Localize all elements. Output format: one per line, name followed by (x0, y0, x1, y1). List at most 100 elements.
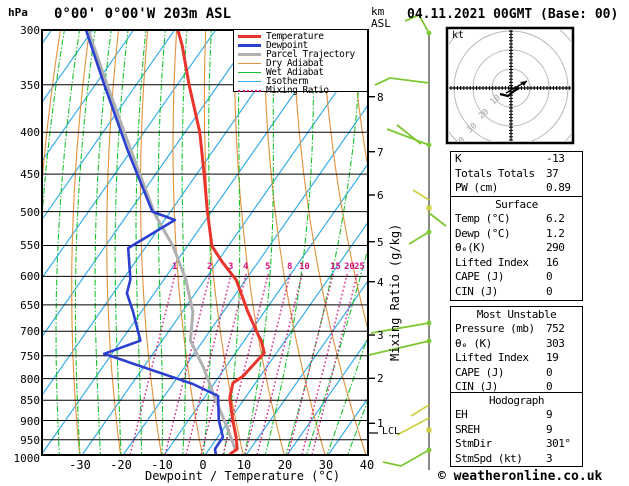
pressure-unit-label: hPa (8, 6, 28, 19)
km-tick-label: 6 (377, 189, 384, 202)
row-value: 290 (546, 241, 565, 255)
pressure-tick-label: 400 (20, 126, 40, 140)
legend-item-label: Isotherm (266, 76, 308, 87)
row-label: StmDir (455, 437, 492, 451)
copyright: © weatheronline.co.uk (438, 469, 603, 484)
mixing-ratio-swatch (238, 89, 261, 92)
row-value: 3 (546, 451, 553, 465)
temperature-swatch (238, 35, 261, 38)
table-title: Hodograph (488, 394, 545, 407)
row-value: 0 (546, 365, 553, 379)
surface-table: Surface Temp (°C) 6.2 Dewp (°C) 1.2 θₑ(K) 290 L… (450, 196, 583, 301)
mixing-ratio-value: 20 (344, 262, 355, 272)
legend-item: Mixing Ratio (234, 85, 367, 96)
x-axis-title: Dewpoint / Temperature (°C) (145, 469, 341, 483)
row-label: SREH (455, 422, 480, 436)
row-label: CIN (J) (455, 380, 498, 394)
pressure-tick-label: 650 (20, 298, 40, 312)
row-label: Lifted Index (455, 255, 529, 269)
row-label: θₑ(K) (455, 241, 486, 255)
temperature-tick-label: 20 (277, 458, 293, 472)
row-value: 9 (546, 422, 553, 436)
row-label: EH (455, 408, 468, 421)
table-row: Temp (°C) 6.2 (451, 212, 582, 227)
wet-adiabat-swatch (238, 72, 261, 73)
hodograph-table: Hodograph EH 9 SREH 9 StmDir 301° StmSpd (kt) 3 (450, 392, 583, 468)
row-value: 301° (546, 437, 571, 451)
legend-item-label: Parcel Trajectory (266, 49, 355, 60)
row-value: 0 (546, 380, 553, 394)
table-row: StmSpd (kt) 3 (451, 452, 582, 467)
row-value: 9 (546, 408, 553, 421)
pressure-tick-label: 1000 (13, 452, 41, 465)
legend-item: Temperature (234, 31, 367, 42)
pressure-tick-label: 600 (20, 270, 40, 284)
km-tick-label: 8 (377, 90, 384, 104)
table-row: Totals Totals 37 (451, 167, 582, 182)
table-row: Pressure (mb) 752 (451, 322, 582, 337)
row-value: 1.2 (546, 226, 565, 240)
run-date: 04.11.2021 00GMT (Base: 00) (407, 7, 619, 22)
legend-item: Dry Adiabat (234, 58, 367, 69)
mixing-ratio-axis-label: Mixing Ratio (g/kg) (388, 223, 402, 361)
temperature-tick-label: -10 (151, 458, 173, 472)
legend-item-label: Mixing Ratio (266, 85, 329, 96)
legend-item-label: Dry Adiabat (266, 58, 324, 69)
table-row: PW (cm) 0.89 (451, 181, 582, 196)
legend-item: Isotherm (234, 76, 367, 87)
station-title: 0°00' 0°00'W 203m ASL (54, 6, 232, 22)
legend-item-label: Dewpoint (266, 40, 308, 51)
svg-text:40: 40 (453, 135, 467, 149)
legend-item-label: Wet Adiabat (266, 67, 324, 78)
legend-item: Wet Adiabat (234, 67, 367, 78)
km-tick-label: 2 (377, 372, 384, 386)
row-value: -13 (546, 152, 565, 165)
row-value: 16 (546, 255, 559, 269)
mixing-ratio-value: 15 (330, 262, 341, 272)
temperature-tick-label: -30 (69, 458, 91, 472)
pressure-tick-label: 850 (20, 394, 40, 408)
mixing-ratio-value: 2 (207, 262, 213, 272)
mixing-ratio-value: 1 (172, 262, 178, 272)
row-label: StmSpd (kt) (455, 451, 523, 465)
indices-table: K -13 Totals Totals 37 PW (cm) 0.89 (450, 151, 583, 197)
row-label: K (455, 152, 462, 165)
mixing-ratio-value: 10 (299, 262, 310, 272)
legend-item: Parcel Trajectory (234, 49, 367, 60)
table-title: Surface (495, 198, 538, 211)
alt-unit-asl: ASL (371, 17, 391, 30)
row-value: 0 (546, 270, 553, 284)
pressure-tick-label: 500 (20, 205, 40, 219)
row-value: 6.2 (546, 212, 565, 225)
temperature-tick-label: -20 (110, 458, 132, 472)
km-tick-label: 1 (377, 417, 384, 431)
table-row: StmDir 301° (451, 437, 582, 452)
km-tick-label: 5 (377, 235, 384, 249)
table-row: Lifted Index 19 (451, 351, 582, 366)
temperature-tick-label: 40 (359, 458, 375, 472)
dewpoint-swatch (238, 44, 261, 47)
km-tick-label: 3 (377, 329, 384, 342)
table-row: Dewp (°C) 1.2 (451, 227, 582, 242)
pressure-tick-label: 300 (20, 24, 40, 37)
dry-adiabat-swatch (238, 63, 261, 64)
row-label: Lifted Index (455, 351, 529, 365)
parcel-swatch (238, 53, 261, 56)
most-unstable-table: Most Unstable Pressure (mb) 752 θₑ (K) 303 Li… (450, 306, 583, 396)
temperature-tick-label: 30 (318, 458, 334, 472)
mixing-ratio-value: 8 (287, 262, 293, 272)
pressure-tick-label: 800 (20, 372, 40, 386)
row-label: Totals Totals (455, 166, 535, 180)
mixing-ratio-value: 5 (265, 262, 271, 272)
table-row: CIN (J) 0 (451, 285, 582, 300)
table-title: Most Unstable (476, 308, 557, 321)
pressure-tick-label: 550 (20, 239, 40, 253)
mixing-ratio-value: 3 (228, 262, 234, 272)
row-label: Pressure (mb) (455, 322, 535, 335)
row-label: Dewp (°C) (455, 226, 511, 240)
row-label: CAPE (J) (455, 270, 504, 284)
legend-item: Dewpoint (234, 40, 367, 51)
